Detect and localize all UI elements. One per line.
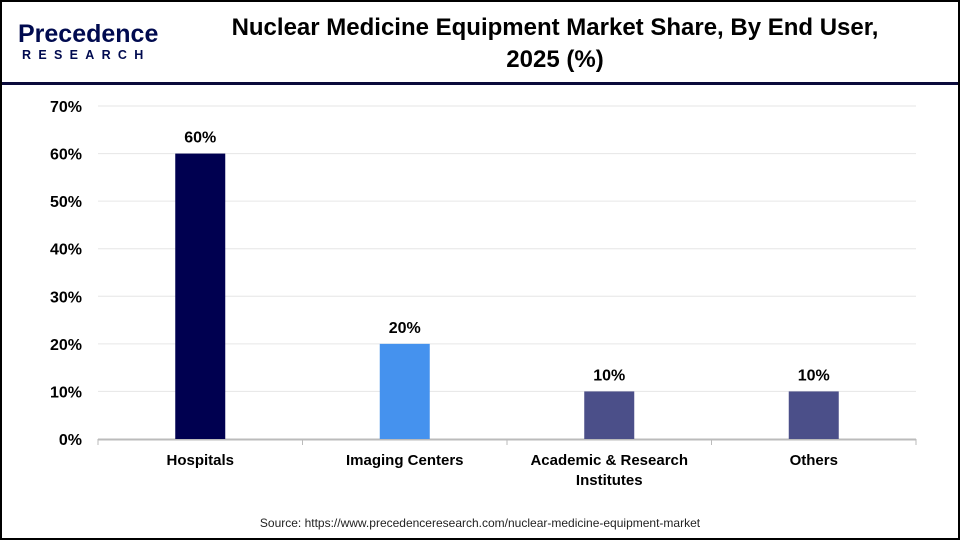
- source-text: Source: https://www.precedenceresearch.c…: [259, 516, 701, 530]
- logo-text: Precedence: [18, 20, 159, 48]
- header-divider: [2, 82, 958, 85]
- y-tick-label: 70%: [50, 99, 82, 116]
- bar: [788, 391, 839, 439]
- chart-title: Nuclear Medicine Equipment Market Share,…: [231, 14, 879, 73]
- logo-subtext: RESEARCH: [22, 48, 151, 62]
- data-label: 60%: [184, 130, 216, 147]
- data-label: 10%: [593, 367, 625, 384]
- bar: [175, 153, 226, 440]
- y-tick-label: 20%: [50, 337, 82, 354]
- data-label: 20%: [389, 320, 421, 337]
- y-tick-label: 30%: [50, 289, 82, 306]
- y-tick-label: 10%: [50, 384, 82, 401]
- data-label: 10%: [798, 367, 830, 384]
- y-tick-label: 50%: [50, 194, 82, 211]
- x-tick-label: Hospitals: [166, 452, 234, 469]
- precedence-research-logo: Precedence RESEARCH: [18, 22, 168, 67]
- bar: [584, 391, 635, 439]
- y-tick-label: 0%: [59, 432, 82, 449]
- x-tick-label: Academic & Research: [530, 452, 688, 469]
- bar: [379, 343, 430, 439]
- x-tick-label: Imaging Centers: [346, 452, 464, 469]
- x-tick-label: Institutes: [576, 472, 643, 489]
- y-tick-label: 40%: [50, 242, 82, 259]
- x-tick-label: Others: [790, 452, 838, 469]
- y-tick-label: 60%: [50, 147, 82, 164]
